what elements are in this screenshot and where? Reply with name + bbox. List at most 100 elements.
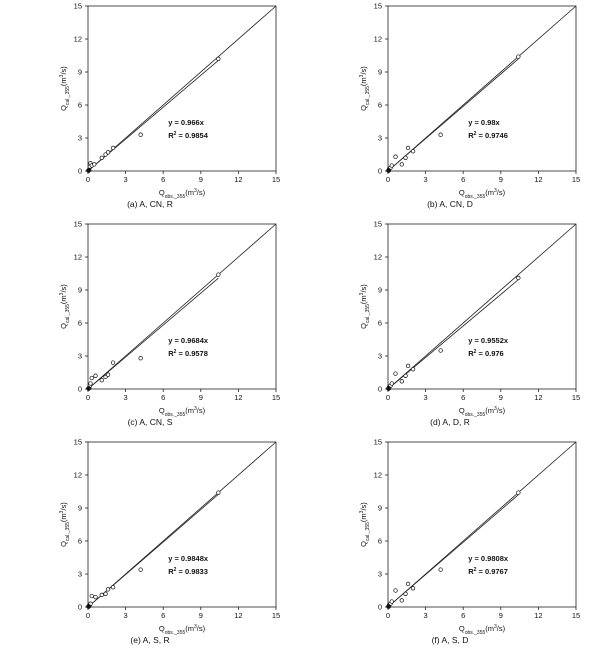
y-axis-title-unit: (m — [59, 77, 68, 86]
x-axis-title-subscript: obs._355 — [465, 194, 486, 200]
x-axis-title-subscript: obs._355 — [165, 194, 186, 200]
x-axis-title-base: Q — [459, 624, 465, 633]
data-point — [405, 363, 411, 369]
y-tick-label: 6 — [378, 319, 382, 328]
chart-panel-c: 0 0 3 3 6 6 9 9 12 12 15 15 y = 0.9684x R2 = 0.9578 Qo… — [0, 218, 300, 436]
chart-e-svg: 00 3 3 6 6 9 9 12 12 15 15 y = 0.9848x R2 = 0.9833 Qo… — [59, 438, 280, 637]
x-axis-title: Qobs._355(m3/s) — [159, 188, 206, 200]
y-tick-label: 6 — [78, 537, 82, 546]
r-squared-label: R2 = 0.9746 — [468, 131, 508, 140]
r-squared-symbol: R — [168, 567, 174, 576]
data-point — [216, 56, 221, 61]
y-axis-title-tail: /s) — [59, 66, 68, 75]
x-tick-label: 6 — [161, 175, 165, 184]
x-axis-title: Qobs._355(m3/s) — [159, 624, 206, 636]
r-squared-value: = 0.9854 — [176, 131, 208, 140]
y-tick-label: 12 — [74, 253, 82, 262]
r-squared-power: 2 — [474, 567, 477, 573]
x-axis-title-tail: /s) — [497, 624, 506, 633]
x-tick-label: 3 — [124, 393, 128, 402]
y-axis-title-base: Q — [59, 323, 68, 329]
x-axis-title: Qobs._355(m3/s) — [459, 624, 506, 636]
x-tick-label: 9 — [199, 393, 203, 402]
regression-equation: y = 0.9808x — [468, 554, 509, 563]
data-point — [216, 490, 221, 495]
x-axis-title-tail: /s) — [497, 188, 506, 197]
y-axis-title-base: Q — [59, 541, 68, 547]
x-tick-label: 12 — [534, 175, 542, 184]
data-point — [138, 132, 143, 137]
y-tick-label: 3 — [378, 352, 382, 361]
x-axis-title-power: 3 — [194, 188, 197, 194]
y-tick-label: 3 — [378, 570, 382, 579]
x-axis-title-power: 3 — [194, 406, 197, 412]
y-axis-title-base: Q — [359, 323, 368, 329]
y-axis-title: Qcal._355(m3/s) — [59, 284, 71, 329]
y-axis-title: Qcal._355(m3/s) — [359, 502, 371, 547]
one-to-one-line — [387, 223, 577, 390]
data-point — [89, 593, 94, 599]
data-point — [88, 381, 93, 386]
data-point — [393, 154, 398, 159]
data-point — [438, 567, 443, 572]
x-tick-label: 6 — [161, 611, 165, 620]
data-point — [93, 373, 98, 378]
y-tick-label: 0 — [378, 603, 382, 612]
y-axis-title-unit: (m — [59, 295, 68, 304]
regression-equation: y = 0.9848x — [168, 554, 209, 563]
r-squared-power: 2 — [174, 131, 177, 137]
y-axis-title-tail: /s) — [59, 502, 68, 511]
x-tick-label: 9 — [499, 393, 503, 402]
regression-equation: y = 0.9684x — [168, 336, 209, 345]
x-tick-label: 0 — [86, 611, 90, 620]
x-axis-title-power: 3 — [494, 624, 497, 630]
data-point — [410, 367, 416, 372]
y-tick-label: 6 — [378, 101, 382, 110]
data-point — [99, 592, 104, 598]
x-axis-title-unit: (m — [185, 624, 194, 633]
chart-c-svg: 00 3 3 6 6 9 9 12 12 15 15 y = 0.9684x R2 = 0.9578 Qo… — [59, 220, 280, 419]
y-axis-title-unit: (m — [359, 513, 368, 522]
y-axis-title-unit: (m — [359, 77, 368, 86]
y-tick-label: 15 — [374, 438, 382, 447]
x-tick-label: 9 — [499, 611, 503, 620]
y-tick-label: 15 — [374, 220, 382, 229]
x-tick-label: 3 — [124, 611, 128, 620]
y-tick-label: 0 — [378, 167, 382, 176]
data-point — [92, 162, 97, 167]
x-axis-title-subscript: obs._355 — [165, 412, 186, 418]
y-tick-label: 0 — [378, 385, 382, 394]
data-point — [105, 372, 111, 377]
y-axis-title-tail: /s) — [359, 502, 368, 511]
data-point — [99, 155, 104, 160]
y-tick-label: 15 — [374, 2, 382, 11]
y-axis-title: Qcal._355(m3/s) — [59, 66, 71, 111]
y-tick-label: 3 — [78, 134, 82, 143]
y-tick-label: 6 — [378, 537, 382, 546]
x-tick-label: 6 — [461, 611, 465, 620]
x-axis-title-subscript: obs._355 — [465, 412, 486, 418]
x-tick-label: 15 — [272, 393, 280, 402]
origin-point-cluster — [386, 386, 392, 391]
y-tick-label: 9 — [78, 286, 82, 295]
y-axis-title-unit: (m — [359, 295, 368, 304]
x-axis-title-unit: (m — [485, 188, 494, 197]
one-to-one-line — [387, 441, 577, 608]
r-squared-value: = 0.9767 — [476, 567, 508, 576]
chart-f-svg: 00 3 3 6 6 9 9 12 12 15 15 y = 0.9808x R2 = 0.9767 Qo… — [359, 438, 580, 637]
origin-point-cluster — [86, 168, 92, 173]
y-axis-title-subscript: cal._355 — [365, 86, 371, 105]
y-axis-title: Qcal._355(m3/s) — [359, 284, 371, 329]
y-tick-label: 15 — [74, 438, 82, 447]
r-squared-value: = 0.9746 — [476, 131, 508, 140]
r-squared-power: 2 — [174, 567, 177, 573]
y-tick-label: 3 — [378, 134, 382, 143]
y-axis-title-tail: /s) — [359, 66, 368, 75]
y-tick-label: 12 — [74, 35, 82, 44]
regression-line — [387, 58, 519, 172]
x-tick-label: 9 — [499, 175, 503, 184]
x-tick-label: 0 — [386, 175, 390, 184]
y-axis-title-tail: /s) — [59, 284, 68, 293]
r-squared-label: R2 = 0.9854 — [168, 131, 209, 140]
data-point — [93, 594, 98, 600]
